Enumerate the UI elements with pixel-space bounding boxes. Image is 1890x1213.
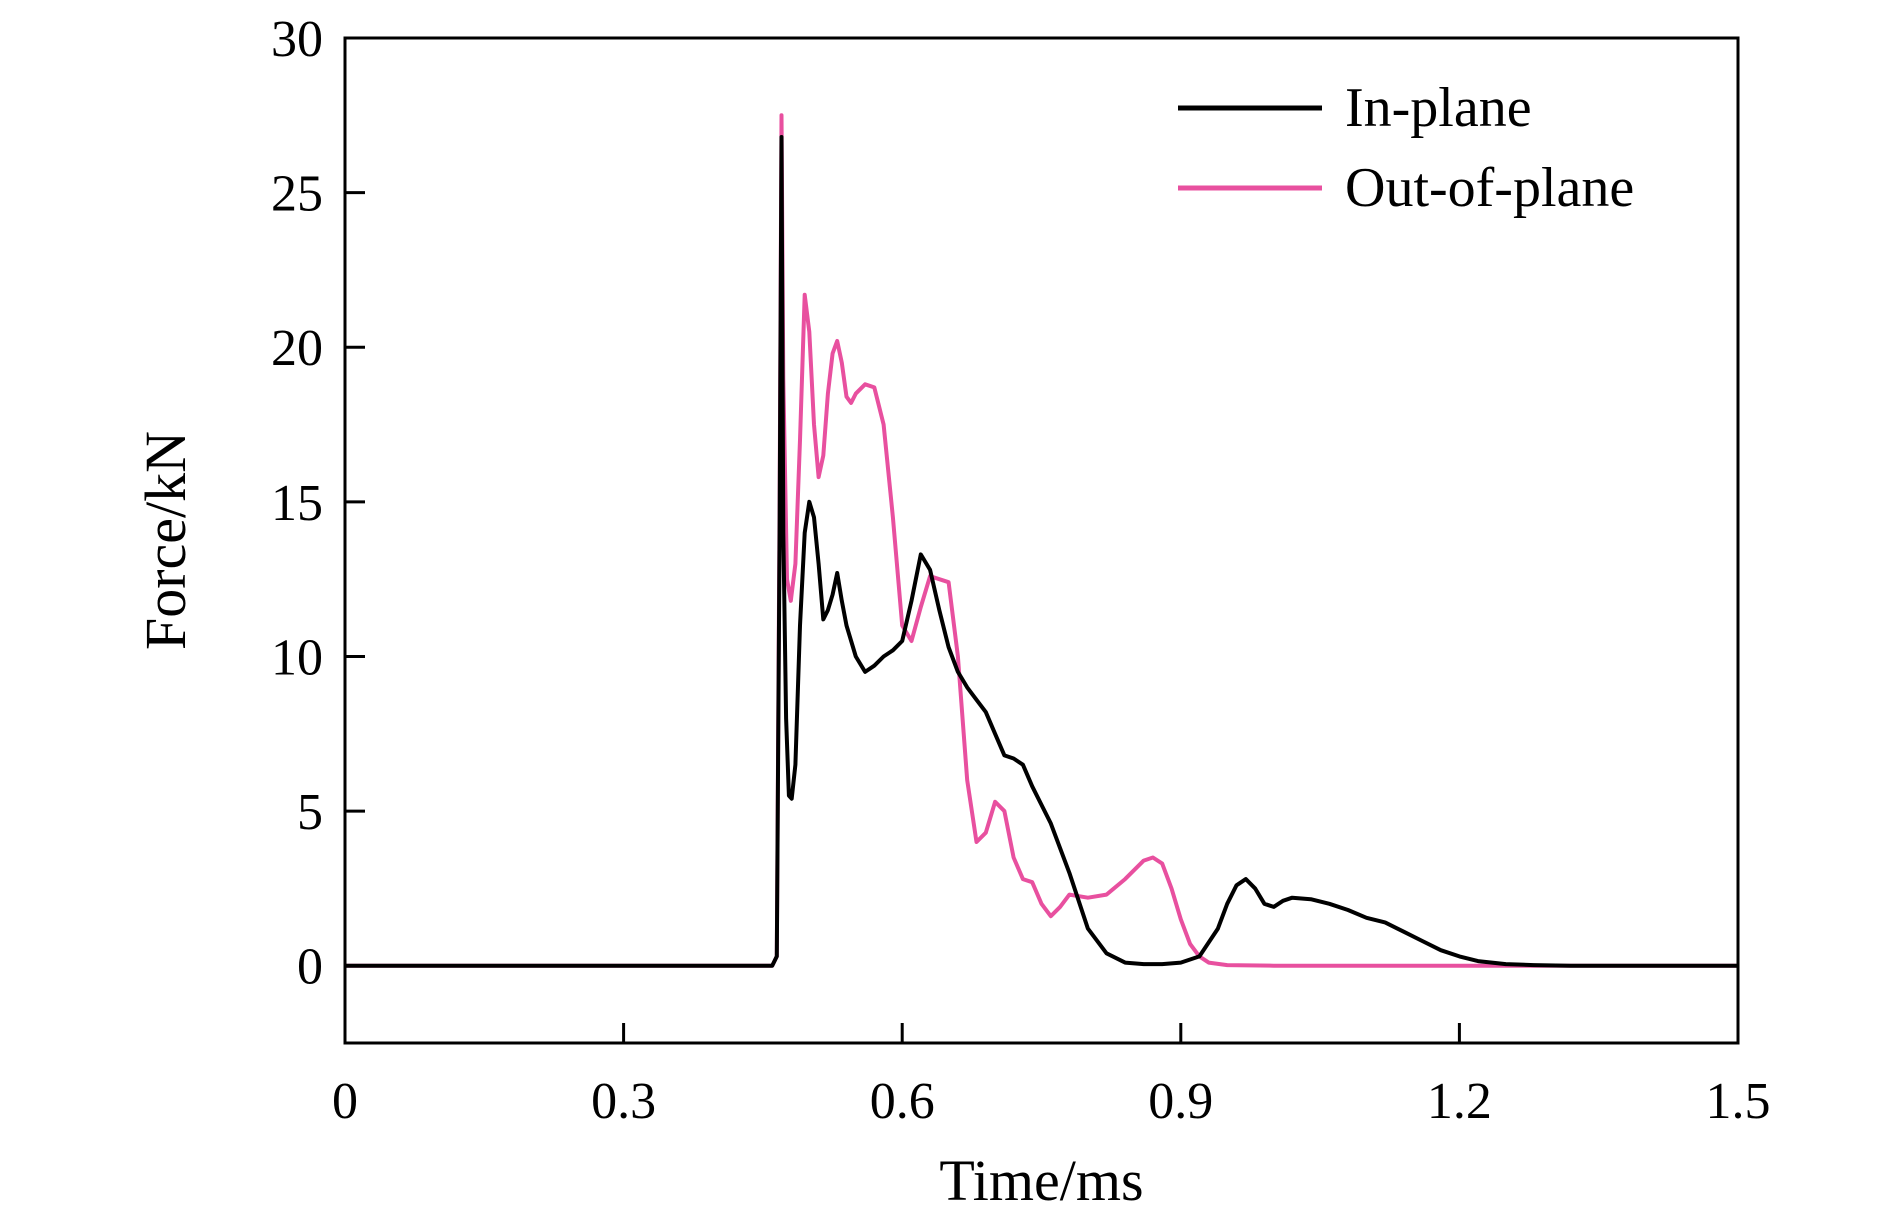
x-tick-label: 0.3 [591,1073,656,1130]
x-tick-label: 1.5 [1706,1073,1771,1130]
y-tick-label: 10 [271,629,323,686]
x-tick-label: 1.2 [1427,1073,1492,1130]
series-layer [345,113,1738,968]
x-axis-title: Time/ms [939,1148,1143,1213]
y-tick-label: 5 [297,784,323,841]
y-tick-label: 30 [271,11,323,68]
ticks-layer: 0 0.3 0.6 0.9 1.2 1.5 0 5 10 15 20 25 30 [271,11,1771,1130]
series-line-out-of-plane [345,113,1738,968]
x-tick-label: 0 [332,1073,358,1130]
y-tick-label: 15 [271,475,323,532]
series-line-in-plane [345,135,1738,968]
legend: In-plane Out-of-plane [1178,77,1634,219]
y-axis-title: Force/kN [133,431,198,650]
y-tick-label: 20 [271,320,323,377]
legend-label-in-plane: In-plane [1345,77,1532,139]
y-tick-label: 0 [297,939,323,996]
plot-area-frame [343,36,1740,1045]
x-tick-label: 0.6 [870,1073,935,1130]
y-tick-label: 25 [271,166,323,223]
x-tick-label: 0.9 [1148,1073,1213,1130]
legend-label-out-of-plane: Out-of-plane [1345,157,1634,219]
